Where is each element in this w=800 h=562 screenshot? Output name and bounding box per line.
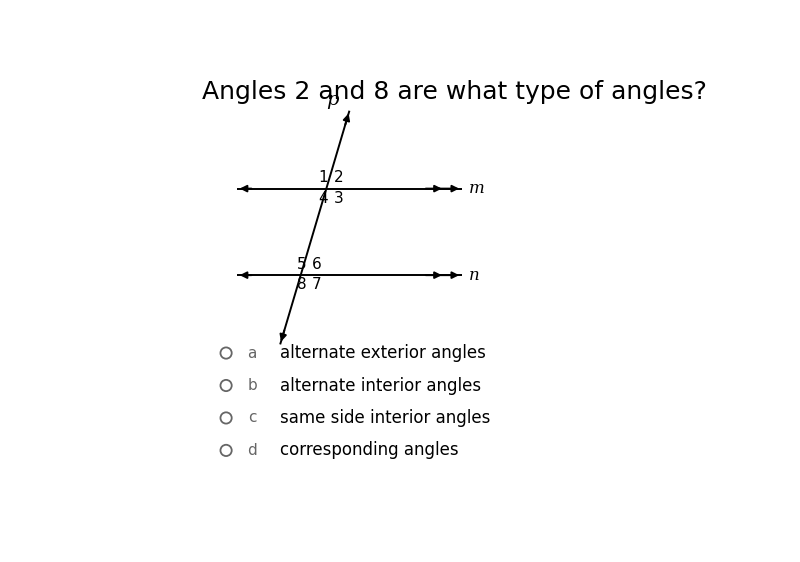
Text: 7: 7 xyxy=(312,278,322,292)
Text: corresponding angles: corresponding angles xyxy=(280,441,459,459)
Text: 8: 8 xyxy=(297,278,306,292)
Text: 1: 1 xyxy=(318,170,328,185)
Text: d: d xyxy=(247,443,257,458)
Text: c: c xyxy=(248,410,256,425)
Text: 3: 3 xyxy=(334,191,343,206)
Text: n: n xyxy=(469,266,479,284)
Text: m: m xyxy=(469,180,484,197)
Text: alternate exterior angles: alternate exterior angles xyxy=(280,344,486,362)
Text: b: b xyxy=(247,378,257,393)
Text: 2: 2 xyxy=(334,170,343,185)
Text: Angles 2 and 8 are what type of angles?: Angles 2 and 8 are what type of angles? xyxy=(202,80,707,105)
Text: p: p xyxy=(326,90,338,108)
Text: a: a xyxy=(247,346,257,361)
Text: alternate interior angles: alternate interior angles xyxy=(280,377,482,395)
Text: same side interior angles: same side interior angles xyxy=(280,409,490,427)
Text: 5: 5 xyxy=(297,257,306,272)
Text: 6: 6 xyxy=(312,257,322,272)
Text: 4: 4 xyxy=(318,191,328,206)
